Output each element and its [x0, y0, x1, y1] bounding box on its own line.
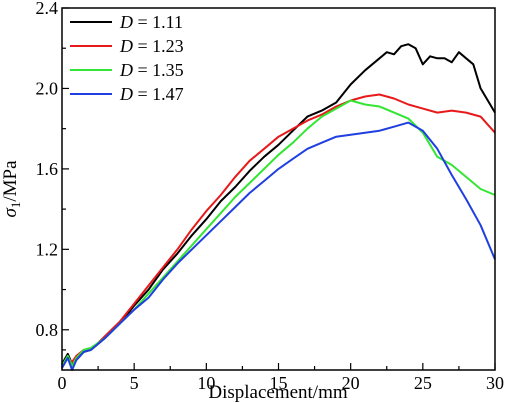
x-axis: 0 5 10 15 20 25 30	[58, 363, 504, 393]
y-axis-label-symbol: σ	[0, 208, 21, 218]
y-axis: 0.8 1.2 1.6 2.0 2.4	[36, 0, 69, 351]
y-tick-label: 2.0	[36, 78, 59, 98]
legend: D = 1.11 D = 1.23 D = 1.35 D = 1.47	[70, 12, 184, 104]
x-axis-label: Displacement/mm	[208, 382, 348, 403]
x-tick-label: 10	[197, 373, 215, 393]
y-tick-label: 2.4	[36, 0, 59, 18]
x-tick-label: 5	[130, 373, 139, 393]
x-tick-label: 15	[270, 373, 288, 393]
y-tick-label: 1.6	[36, 159, 59, 179]
legend-label: D = 1.35	[119, 60, 184, 80]
y-axis-label-unit: /MPa	[0, 160, 21, 202]
x-tick-label: 0	[58, 373, 67, 393]
legend-label: D = 1.47	[119, 84, 184, 104]
y-tick-label: 0.8	[36, 320, 59, 340]
y-axis-label: σ1/MPa	[0, 160, 23, 218]
y-tick-label: 1.2	[36, 239, 59, 259]
legend-label: D = 1.23	[119, 36, 184, 56]
y-axis-label-subscript: 1	[8, 202, 23, 209]
series-line-2	[61, 93, 496, 367]
series-layer	[61, 43, 496, 371]
x-tick-label: 25	[414, 373, 432, 393]
series-line-4	[61, 121, 496, 371]
x-tick-label: 20	[342, 373, 360, 393]
legend-label: D = 1.11	[119, 12, 183, 32]
x-tick-label: 30	[486, 373, 504, 393]
